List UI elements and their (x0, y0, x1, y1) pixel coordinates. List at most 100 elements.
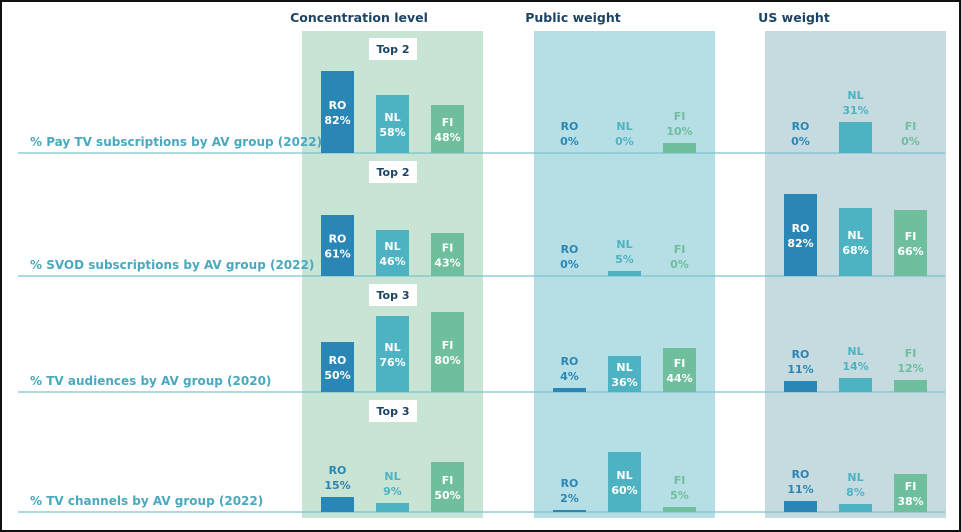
row-4-us-ro-bar (784, 501, 817, 512)
row-4-concentration-ro-bar (321, 497, 354, 512)
row-3-label: % TV audiences by AV group (2020) (30, 374, 271, 388)
row-3-public-ro-value-label: 4% (560, 370, 579, 383)
row-1-public-fi-bar (663, 143, 696, 153)
row-4-us-fi-category-label: FI (905, 480, 917, 493)
row-1-top-label: Top 2 (377, 43, 410, 56)
row-2-label: % SVOD subscriptions by AV group (2022) (30, 258, 314, 272)
row-3-public-nl-value-label: 36% (611, 376, 637, 389)
row-3-us-fi-value-label: 12% (897, 362, 923, 375)
row-4-concentration-nl-bar (376, 503, 409, 512)
row-2-concentration-nl-category-label: NL (384, 240, 400, 253)
row-2-public-ro-category-label: RO (561, 243, 579, 256)
row-3-us-fi-bar (894, 380, 927, 392)
column-header: Concentration level (290, 10, 428, 25)
row-4-public-nl-value-label: 60% (611, 484, 637, 497)
row-2-concentration-fi-value-label: 43% (434, 257, 460, 270)
row-3-public-nl-category-label: NL (616, 361, 632, 374)
row-4-concentration-nl-category-label: NL (384, 470, 400, 483)
row-4-label: % TV channels by AV group (2022) (30, 494, 263, 508)
row-4-us-ro-category-label: RO (792, 468, 810, 481)
row-4-concentration-fi-category-label: FI (442, 474, 454, 487)
row-3-concentration-fi-value-label: 80% (434, 354, 460, 367)
row-2-concentration-fi-category-label: FI (442, 242, 454, 255)
row-2-concentration-fi-bar (431, 233, 464, 276)
row-1-top-box (369, 38, 417, 60)
row-2-top-box (369, 161, 417, 183)
row-3-concentration-nl-bar (376, 316, 409, 392)
row-4-public-ro-category-label: RO (561, 477, 579, 490)
row-1-public-fi-value-label: 10% (666, 125, 692, 138)
row-3-concentration-fi-bar (431, 312, 464, 392)
row-2-us-fi-bar (894, 210, 927, 276)
row-3-us-ro-value-label: 11% (787, 363, 813, 376)
row-3-public-nl-bar (608, 356, 641, 392)
row-2-concentration-nl-bar (376, 230, 409, 276)
row-2-public-ro-value-label: 0% (560, 258, 579, 271)
row-2-us-fi-category-label: FI (905, 230, 917, 243)
row-1-label: % Pay TV subscriptions by AV group (2022… (30, 135, 322, 149)
row-2-us-nl-value-label: 68% (842, 244, 868, 257)
row-2-us-ro-bar (784, 194, 817, 276)
row-1-public-fi-category-label: FI (674, 110, 686, 123)
row-2-concentration-ro-value-label: 61% (324, 248, 350, 261)
row-1-us-nl-value-label: 31% (842, 104, 868, 117)
row-1-public-ro-value-label: 0% (560, 135, 579, 148)
row-2-us-ro-value-label: 82% (787, 237, 813, 250)
row-3-public-ro-bar (553, 388, 586, 392)
row-3-concentration-fi-category-label: FI (442, 339, 454, 352)
row-4-public-fi-category-label: FI (674, 474, 686, 487)
row-1-us-fi-category-label: FI (905, 120, 917, 133)
row-2-public-nl-bar (608, 271, 641, 276)
row-1-concentration-ro-category-label: RO (329, 99, 347, 112)
row-4-public-ro-value-label: 2% (560, 492, 579, 505)
row-1-us-nl-category-label: NL (847, 89, 863, 102)
row-4-concentration-nl-value-label: 9% (383, 485, 402, 498)
row-3-top-label: Top 3 (377, 289, 410, 302)
row-1-us-fi-value-label: 0% (901, 135, 920, 148)
row-4-concentration-ro-category-label: RO (329, 464, 347, 477)
row-4-public-nl-bar (608, 452, 641, 512)
row-3-concentration-ro-category-label: RO (329, 354, 347, 367)
row-2-public-fi-category-label: FI (674, 243, 686, 256)
row-2-concentration-nl-value-label: 46% (379, 255, 405, 268)
row-1-concentration-fi-value-label: 48% (434, 131, 460, 144)
row-4-concentration-fi-bar (431, 462, 464, 512)
row-4-public-ro-bar (553, 510, 586, 512)
row-3-public-fi-category-label: FI (674, 357, 686, 370)
row-2-public-nl-value-label: 5% (615, 253, 634, 266)
row-1-concentration-fi-bar (431, 105, 464, 153)
row-1-concentration-ro-value-label: 82% (324, 114, 350, 127)
column-header: US weight (758, 10, 830, 25)
row-3-top-box (369, 284, 417, 306)
row-2-top-label: Top 2 (377, 166, 410, 179)
row-3-us-ro-bar (784, 381, 817, 392)
row-2-us-ro-category-label: RO (792, 222, 810, 235)
row-3-public-fi-value-label: 44% (666, 372, 692, 385)
row-4-us-fi-bar (894, 474, 927, 512)
row-3-us-nl-category-label: NL (847, 345, 863, 358)
row-2-us-nl-category-label: NL (847, 229, 863, 242)
row-2-us-nl-bar (839, 208, 872, 276)
row-3-us-nl-value-label: 14% (842, 360, 868, 373)
row-1-public-nl-category-label: NL (616, 120, 632, 133)
row-3-us-fi-category-label: FI (905, 347, 917, 360)
row-3-concentration-ro-bar (321, 342, 354, 392)
row-3-public-fi-bar (663, 348, 696, 392)
row-1-concentration-nl-category-label: NL (384, 111, 400, 124)
column-header: Public weight (525, 10, 620, 25)
row-3-us-nl-bar (839, 378, 872, 392)
row-2-us-fi-value-label: 66% (897, 245, 923, 258)
row-2-public-fi-value-label: 0% (670, 258, 689, 271)
row-3-concentration-nl-category-label: NL (384, 341, 400, 354)
row-4-public-fi-bar (663, 507, 696, 512)
row-3-public-ro-category-label: RO (561, 355, 579, 368)
row-1-us-nl-bar (839, 122, 872, 153)
row-4-concentration-ro-value-label: 15% (324, 479, 350, 492)
row-1-concentration-ro-bar (321, 71, 354, 153)
row-2-public-nl-category-label: NL (616, 238, 632, 251)
row-2-concentration-ro-bar (321, 215, 354, 276)
row-4-us-ro-value-label: 11% (787, 483, 813, 496)
